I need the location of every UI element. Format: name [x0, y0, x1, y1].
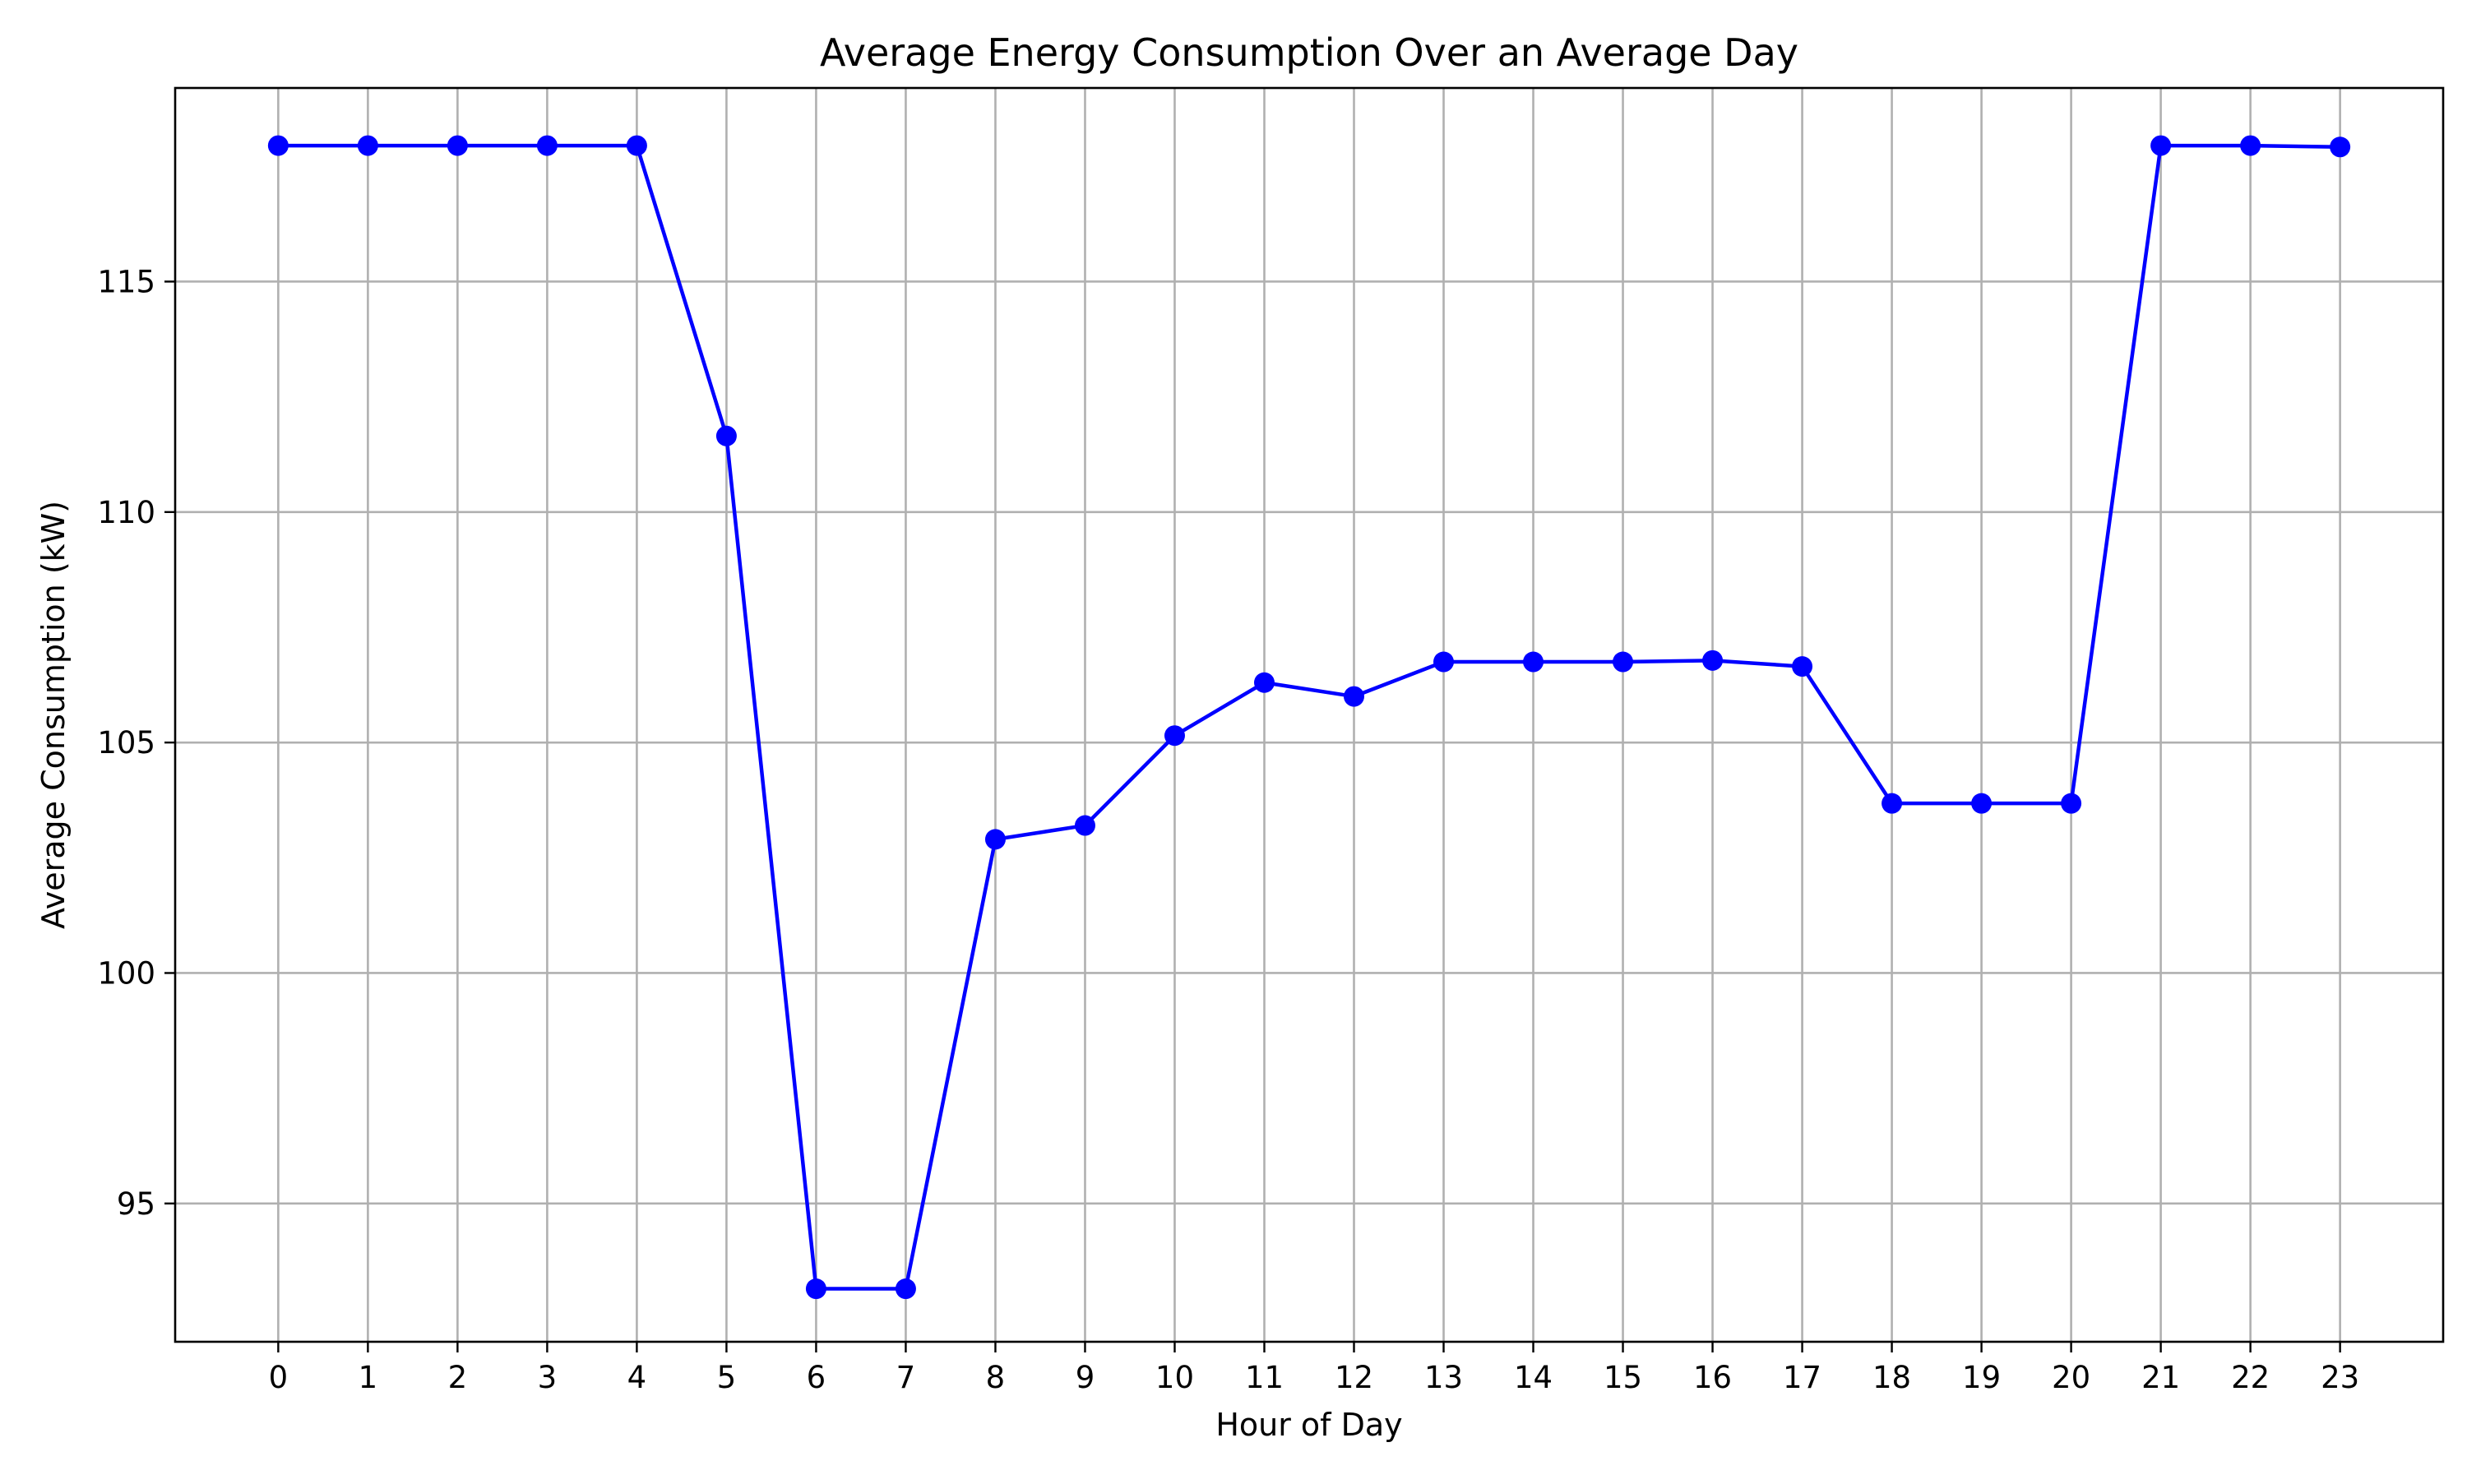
- x-tick-label: 6: [807, 1360, 826, 1395]
- y-tick-label: 105: [97, 725, 155, 760]
- x-tick-label: 23: [2321, 1360, 2359, 1395]
- data-point: [1344, 686, 1365, 707]
- x-tick-label: 12: [1335, 1360, 1373, 1395]
- data-point: [1253, 672, 1275, 693]
- data-point: [447, 135, 468, 156]
- data-point: [2150, 135, 2172, 156]
- data-point: [1881, 793, 1903, 814]
- x-tick-label: 5: [717, 1360, 737, 1395]
- data-point: [1792, 656, 1813, 677]
- x-tick-label: 18: [1872, 1360, 1911, 1395]
- x-tick-label: 22: [2231, 1360, 2270, 1395]
- data-point: [267, 135, 289, 156]
- data-point: [1433, 651, 1455, 673]
- x-tick-label: 20: [2052, 1360, 2090, 1395]
- x-tick-label: 2: [448, 1360, 468, 1395]
- x-tick-label: 1: [359, 1360, 378, 1395]
- data-point: [2330, 136, 2351, 158]
- x-tick-label: 21: [2141, 1360, 2180, 1395]
- y-tick-label: 110: [97, 495, 155, 530]
- data-point: [895, 1278, 916, 1300]
- x-tick-label: 15: [1604, 1360, 1642, 1395]
- x-tick-label: 19: [1962, 1360, 2001, 1395]
- data-point: [715, 425, 737, 446]
- x-axis-label: Hour of Day: [1215, 1407, 1402, 1443]
- data-point: [1702, 650, 1724, 671]
- x-tick-label: 0: [269, 1360, 289, 1395]
- axis-ticks: 0 1 2 3 4 5 6 7 8 9 10 11 12 13 14 15 16 17 18 19 20 21 22 2395…: [97, 264, 2359, 1395]
- y-axis-label: Average Consumption (kW): [35, 501, 72, 929]
- x-tick-label: 10: [1155, 1360, 1194, 1395]
- grid-lines: [175, 88, 2443, 1342]
- x-tick-label: 16: [1693, 1360, 1732, 1395]
- x-tick-label: 11: [1245, 1360, 1284, 1395]
- plot-frame: [174, 86, 2445, 1343]
- data-point: [357, 135, 378, 156]
- y-tick-label: 100: [97, 955, 155, 991]
- x-tick-label: 9: [1076, 1360, 1095, 1395]
- x-tick-label: 8: [986, 1360, 1006, 1395]
- data-point: [2061, 793, 2082, 814]
- x-tick-label: 3: [538, 1360, 558, 1395]
- chart-title: Average Energy Consumption Over an Avera…: [820, 30, 1798, 75]
- x-tick-label: 14: [1514, 1360, 1553, 1395]
- data-point: [536, 135, 558, 156]
- data-point: [2240, 135, 2261, 156]
- data-point: [1613, 651, 1634, 673]
- data-point: [1971, 793, 1993, 814]
- series-line: [278, 143, 2340, 1291]
- data-point: [1164, 725, 1185, 747]
- x-tick-label: 4: [627, 1360, 647, 1395]
- data-point: [626, 135, 647, 156]
- data-series: [267, 135, 2351, 1300]
- data-point: [984, 829, 1006, 850]
- y-tick-label: 95: [117, 1186, 155, 1222]
- y-tick-label: 115: [97, 264, 155, 299]
- data-point: [1074, 815, 1095, 836]
- data-point: [1523, 651, 1544, 673]
- x-tick-label: 13: [1424, 1360, 1463, 1395]
- data-point: [805, 1278, 826, 1300]
- x-tick-label: 17: [1783, 1360, 1821, 1395]
- x-tick-label: 7: [896, 1360, 916, 1395]
